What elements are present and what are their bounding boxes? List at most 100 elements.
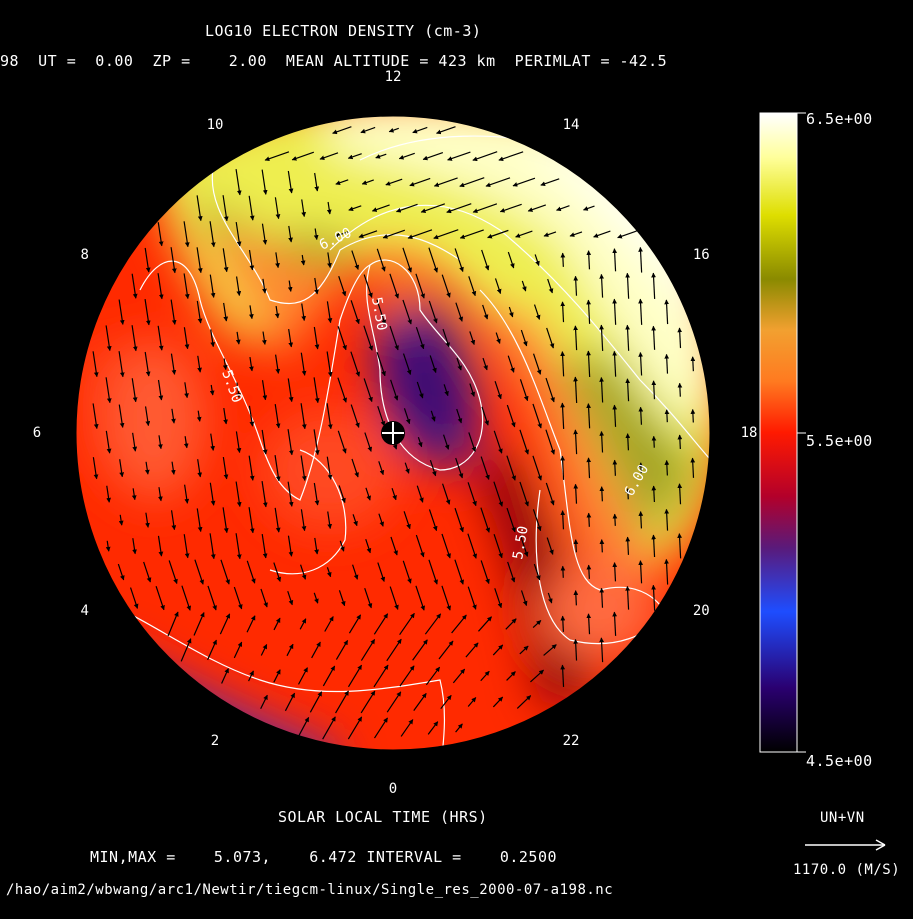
wind-vector: [664, 508, 670, 531]
wind-vector: [337, 430, 347, 454]
wind-vector: [493, 430, 503, 454]
wind-vector: [455, 302, 464, 322]
wind-vector: [157, 325, 164, 351]
wind-vector: [454, 507, 464, 533]
wind-vector: [184, 382, 189, 399]
wind-vector: [183, 327, 190, 350]
reference-vector: [805, 839, 886, 851]
wind-vector: [183, 436, 189, 449]
wind-vector: [664, 460, 670, 476]
wind-vector: [429, 459, 437, 477]
wind-vector: [352, 514, 358, 527]
wind-vector: [264, 151, 290, 162]
wind-vector: [322, 716, 336, 740]
wind-vector: [184, 484, 190, 504]
wind-vector: [338, 590, 346, 607]
wind-vector: [261, 169, 268, 195]
wind-vector: [324, 616, 334, 632]
wind-vector: [532, 620, 542, 628]
wind-vector: [207, 585, 217, 611]
wind-vector: [451, 614, 467, 634]
wind-vector: [235, 533, 242, 560]
wind-vector: [547, 278, 554, 294]
wind-vector: [348, 614, 362, 634]
wind-vector: [495, 332, 501, 344]
wind-vector: [534, 254, 540, 266]
wind-vector: [599, 376, 604, 403]
wind-vector: [180, 638, 192, 662]
wind-vector: [625, 488, 631, 500]
wind-vector: [144, 247, 151, 273]
wind-vector: [291, 151, 315, 161]
wind-vector: [347, 716, 363, 740]
wind-vector: [360, 126, 376, 134]
wind-vector: [546, 327, 555, 349]
wind-vector: [220, 559, 230, 585]
wind-vector: [129, 587, 139, 609]
wind-vector: [447, 151, 471, 161]
wind-vector: [144, 299, 151, 326]
wind-vector: [92, 351, 99, 378]
wind-vector: [455, 723, 463, 733]
wind-vector: [404, 462, 410, 474]
wind-vector: [167, 611, 179, 637]
wind-vector: [638, 246, 643, 273]
wind-vector: [287, 378, 294, 403]
wind-vector: [219, 613, 231, 635]
wind-vector: [311, 641, 321, 659]
wind-vector: [467, 482, 477, 507]
wind-vector: [297, 667, 309, 685]
wind-vector: [481, 406, 489, 426]
wind-vector: [296, 716, 310, 739]
wind-vector: [261, 380, 268, 401]
wind-vector: [326, 567, 332, 578]
wind-vector: [287, 591, 294, 606]
wind-vector: [543, 231, 557, 237]
max-value: 6.472: [309, 848, 357, 866]
pole-marker: [381, 421, 405, 445]
wind-vector: [386, 638, 402, 662]
wind-vector: [210, 433, 215, 451]
wind-vector: [309, 691, 323, 713]
wind-vector: [261, 331, 267, 345]
colorbar-mid-label: 5.5e+00: [806, 432, 873, 450]
contour-label: 5.50: [510, 525, 532, 561]
wind-vector: [287, 280, 293, 292]
wind-vector: [364, 587, 373, 609]
wind-vector: [599, 486, 605, 502]
contour-line: [139, 260, 371, 501]
wind-vector: [506, 455, 516, 481]
contour-line: [329, 204, 710, 471]
wind-vector: [209, 221, 216, 248]
wind-vector: [261, 481, 268, 508]
wind-vector: [382, 229, 406, 239]
stats-line: MIN,MAX = 5.073, 6.472 INTERVAL = 0.2500: [90, 848, 557, 866]
wind-vector: [376, 352, 386, 377]
wind-vector: [415, 534, 425, 558]
wind-vector: [441, 585, 451, 611]
wind-vector: [508, 306, 514, 318]
wind-vector: [573, 376, 578, 404]
wind-vector: [119, 459, 125, 478]
wind-vector: [560, 455, 566, 480]
wind-vector: [456, 357, 462, 371]
wind-vector: [118, 404, 125, 428]
wind-vector: [332, 126, 352, 135]
wind-vector: [313, 592, 319, 604]
wind-vector: [521, 280, 527, 292]
wind-vector: [612, 513, 618, 526]
wind-vector: [519, 481, 529, 507]
wind-vector: [396, 203, 418, 213]
wind-vector: [233, 641, 243, 659]
wind-vector: [651, 534, 657, 558]
wind-vector: [287, 429, 294, 456]
wind-vector: [313, 228, 319, 240]
wind-vector: [532, 509, 542, 532]
wind-vector: [287, 481, 294, 507]
wind-vector: [246, 560, 256, 584]
wind-vector: [651, 584, 656, 611]
wind-vector: [599, 539, 605, 553]
wind-vector: [288, 328, 294, 348]
wind-vector: [599, 587, 605, 608]
wind-vector: [274, 404, 281, 429]
